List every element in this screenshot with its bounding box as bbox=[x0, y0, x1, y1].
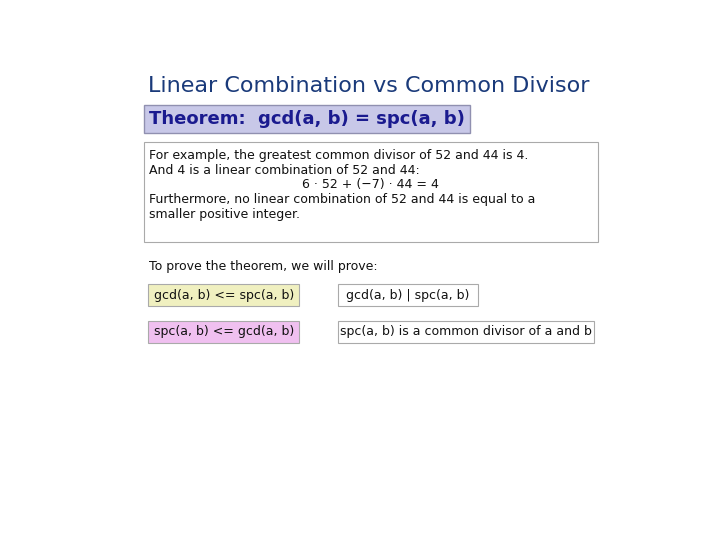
FancyBboxPatch shape bbox=[148, 321, 300, 343]
Text: 6 · 52 + (−7) · 44 = 4: 6 · 52 + (−7) · 44 = 4 bbox=[302, 178, 439, 191]
Text: gcd(a, b) | spc(a, b): gcd(a, b) | spc(a, b) bbox=[346, 288, 469, 301]
Text: Furthermore, no linear combination of 52 and 44 is equal to a: Furthermore, no linear combination of 52… bbox=[149, 193, 535, 206]
Text: gcd(a, b) <= spc(a, b): gcd(a, b) <= spc(a, b) bbox=[153, 288, 294, 301]
Text: spc(a, b) <= gcd(a, b): spc(a, b) <= gcd(a, b) bbox=[153, 326, 294, 339]
Text: Linear Combination vs Common Divisor: Linear Combination vs Common Divisor bbox=[148, 76, 590, 96]
Text: Theorem:  gcd(a, b) = spc(a, b): Theorem: gcd(a, b) = spc(a, b) bbox=[149, 110, 465, 127]
FancyBboxPatch shape bbox=[338, 284, 477, 306]
Text: And 4 is a linear combination of 52 and 44:: And 4 is a linear combination of 52 and … bbox=[149, 164, 420, 177]
FancyBboxPatch shape bbox=[148, 284, 300, 306]
Text: smaller positive integer.: smaller positive integer. bbox=[149, 208, 300, 221]
FancyBboxPatch shape bbox=[144, 142, 598, 242]
FancyBboxPatch shape bbox=[144, 105, 469, 132]
Text: To prove the theorem, we will prove:: To prove the theorem, we will prove: bbox=[149, 260, 377, 273]
Text: For example, the greatest common divisor of 52 and 44 is 4.: For example, the greatest common divisor… bbox=[149, 149, 528, 162]
Text: spc(a, b) is a common divisor of a and b: spc(a, b) is a common divisor of a and b bbox=[340, 326, 592, 339]
FancyBboxPatch shape bbox=[338, 321, 594, 343]
